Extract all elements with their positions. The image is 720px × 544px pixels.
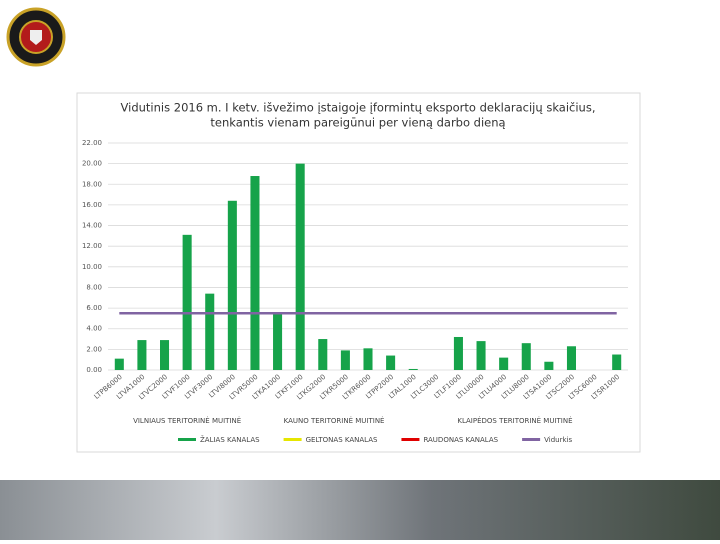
group-label: KLAIPĖDOS TERITORINĖ MUITINĖ <box>457 416 572 425</box>
legend-swatch <box>178 438 196 441</box>
photo-strip <box>0 480 720 540</box>
y-tick-label: 2.00 <box>86 345 102 353</box>
bar <box>612 354 622 370</box>
bar <box>363 348 373 370</box>
legend-swatch <box>401 438 420 441</box>
group-label: KAUNO TERITORINĖ MUITINĖ <box>284 416 385 425</box>
bar <box>476 341 486 370</box>
bar <box>137 340 147 370</box>
bar <box>250 176 260 370</box>
bar <box>408 368 418 370</box>
chart-frame <box>76 92 641 453</box>
bar <box>205 293 215 370</box>
y-tick-label: 22.00 <box>82 139 102 147</box>
bar <box>544 361 554 370</box>
bar <box>340 350 350 370</box>
bar <box>521 343 531 370</box>
bar <box>160 340 170 370</box>
y-tick-label: 8.00 <box>86 283 102 291</box>
legend-label: RAUDONAS KANALAS <box>423 436 498 444</box>
y-tick-label: 14.00 <box>82 222 102 230</box>
y-tick-label: 4.00 <box>86 325 102 333</box>
logo <box>6 7 66 67</box>
bar <box>386 355 396 370</box>
y-tick-label: 6.00 <box>86 304 102 312</box>
bar <box>114 358 124 370</box>
bar <box>499 357 509 370</box>
bar <box>273 313 283 370</box>
y-tick-label: 12.00 <box>82 242 102 250</box>
chart-title: Vidutinis 2016 m. I ketv. išvežimo įstai… <box>121 101 596 115</box>
legend-label: GELTONAS KANALAS <box>306 436 378 444</box>
legend-label: ŽALIAS KANALAS <box>200 435 260 444</box>
legend-swatch <box>522 438 541 441</box>
chart-title: tenkantis vienam pareigūnui per vieną da… <box>210 116 505 130</box>
legend-label: Vidurkis <box>544 436 572 444</box>
bar <box>295 163 305 370</box>
y-tick-label: 0.00 <box>86 366 102 374</box>
group-label: VILNIAUS TERITORINĖ MUITINĖ <box>133 416 241 425</box>
legend-swatch <box>283 438 302 441</box>
y-tick-label: 16.00 <box>82 201 102 209</box>
y-tick-label: 18.00 <box>82 180 102 188</box>
bar <box>453 336 463 370</box>
bar <box>566 346 576 370</box>
y-tick-label: 20.00 <box>82 160 102 168</box>
bar <box>318 339 328 370</box>
y-tick-label: 10.00 <box>82 263 102 271</box>
bar <box>227 200 237 370</box>
bar <box>182 234 192 370</box>
